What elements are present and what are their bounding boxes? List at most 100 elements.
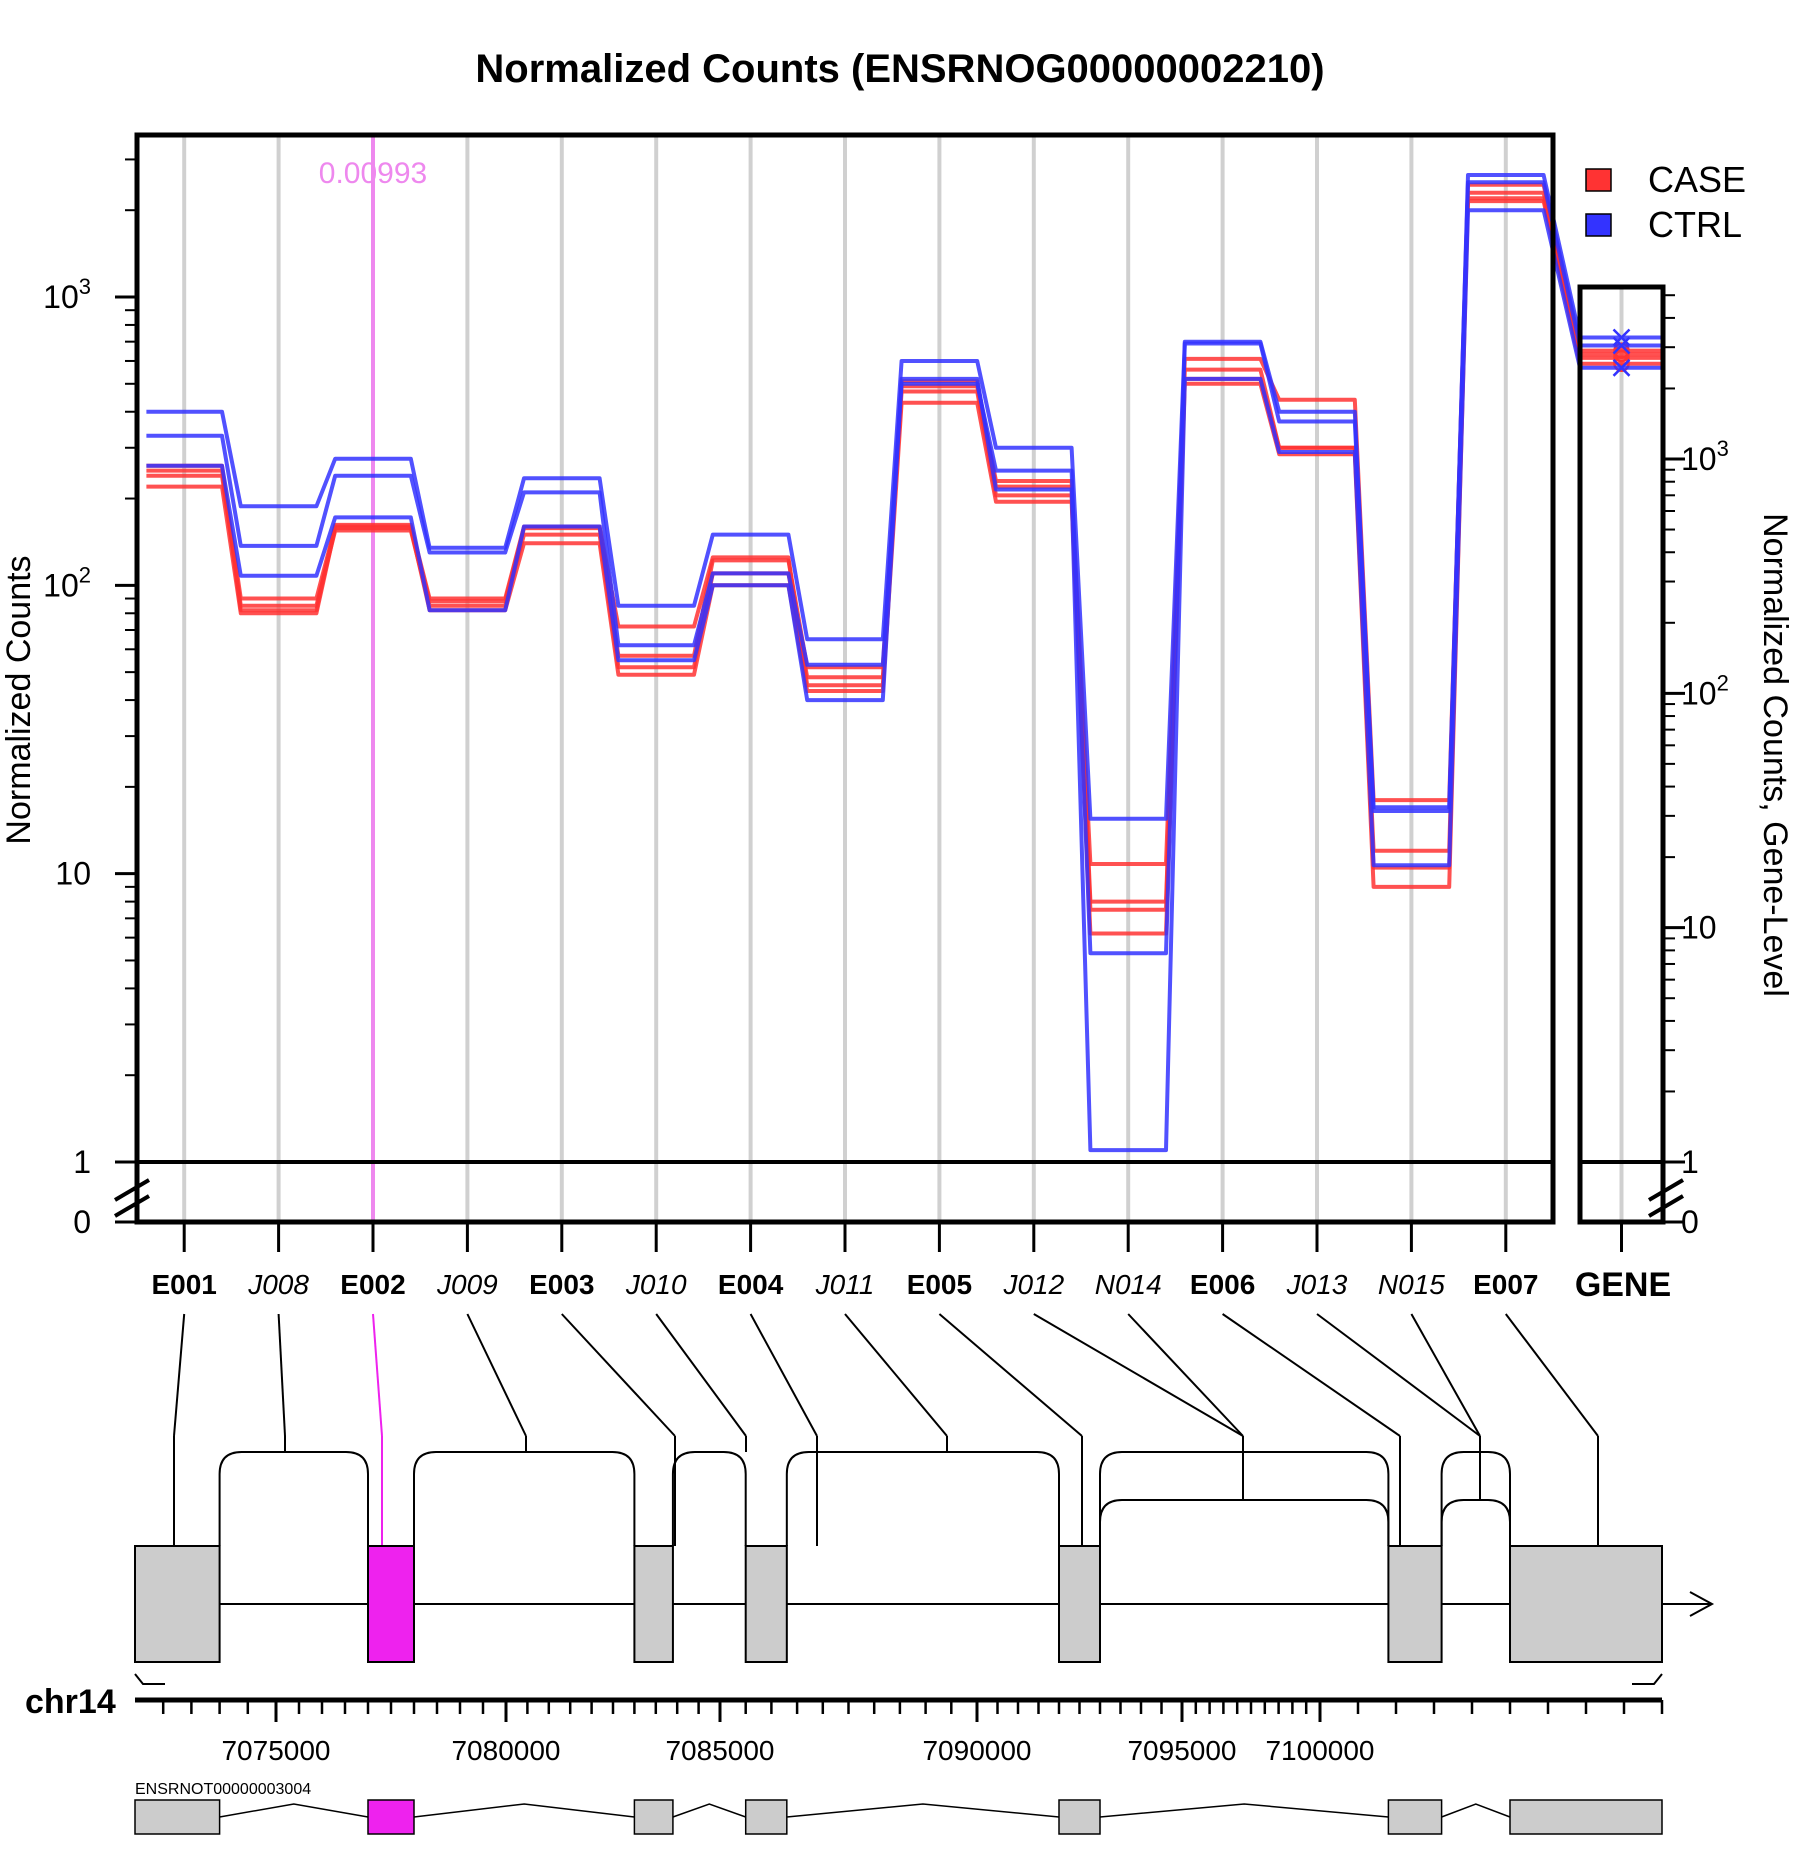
y-axis-label-right: Normalized Counts, Gene-Level xyxy=(1756,513,1794,997)
series-line-case-2 xyxy=(146,190,1582,912)
legend-label-ctrl: CTRL xyxy=(1648,204,1742,245)
junction-arc-j009 xyxy=(413,1451,636,1546)
transcript-exon-e003 xyxy=(633,1799,674,1835)
connector-e001 xyxy=(173,1313,186,1437)
x-tick-label-e006: E006 xyxy=(1190,1269,1255,1300)
x-tick-label-e003: E003 xyxy=(529,1269,594,1300)
junction-arc-j011 xyxy=(785,1451,1060,1546)
junction-arc-j012 xyxy=(1099,1451,1390,1546)
transcript-exon-e006 xyxy=(1387,1799,1443,1835)
exon-box-e007 xyxy=(1509,1545,1663,1663)
gene-y-tick-label-3: 102 xyxy=(1681,670,1729,711)
exon-box-e001 xyxy=(134,1545,221,1663)
connector-j011 xyxy=(844,1313,948,1437)
y-axis-label: Normalized Counts xyxy=(0,555,38,844)
connector-n015 xyxy=(1410,1313,1481,1437)
y-tick-label-4: 103 xyxy=(43,274,91,315)
transcript-exon-e001 xyxy=(134,1799,221,1835)
junction-arc-n014 xyxy=(1099,1499,1390,1546)
highlight: 0.00993 xyxy=(319,135,427,1222)
legend-swatch-case xyxy=(1585,168,1612,192)
connector-e005 xyxy=(938,1313,1083,1437)
series-line-ctrl-6 xyxy=(146,180,1582,956)
exon-box-e005 xyxy=(1058,1545,1101,1663)
x-tick-label-e002: E002 xyxy=(340,1269,405,1300)
x-tick-label-e007: E007 xyxy=(1473,1269,1538,1300)
transcript-intron-6 xyxy=(1441,1803,1511,1818)
x-tick-label-j010: J010 xyxy=(625,1269,687,1300)
chart-title: Normalized Counts (ENSRNOG00000002210) xyxy=(475,47,1324,91)
transcript-intron-3 xyxy=(672,1803,746,1818)
genome-axis: 7075000 7080000 7085000 7090000 7095000 71000… xyxy=(134,1673,1664,1766)
genome-bracket-left xyxy=(134,1673,165,1685)
grid-lines xyxy=(182,135,1624,1222)
gene-label: GENE xyxy=(1575,1266,1671,1304)
series-lines xyxy=(146,173,1663,1153)
gene-y-axis-break xyxy=(1647,1178,1685,1218)
transcript-exon-e002 xyxy=(367,1799,415,1835)
gene-level-marker-5 xyxy=(1612,328,1631,347)
x-tick-label-j008: J008 xyxy=(247,1269,309,1300)
connector-j012 xyxy=(1033,1313,1244,1437)
chromosome-label: chr14 xyxy=(25,1683,116,1721)
x-tick-label-e005: E005 xyxy=(907,1269,972,1300)
axes: 0 1 10 102 103 0 1 10 102 103 E001 J008 E002 J009 E003… xyxy=(43,158,1729,1300)
junction-arc-j013 xyxy=(1440,1451,1511,1546)
gene-level-marker-3 xyxy=(1613,355,1630,372)
genome-tick-label-7095000: 7095000 xyxy=(1127,1735,1236,1766)
connector-n014 xyxy=(1127,1313,1244,1437)
genome-tick-label-7080000: 7080000 xyxy=(451,1735,560,1766)
exon-box-e006 xyxy=(1387,1545,1443,1663)
y-tick-label-1: 1 xyxy=(73,1144,91,1180)
genome-tick-label-7085000: 7085000 xyxy=(665,1735,774,1766)
gene-y-tick-label-4: 103 xyxy=(1681,436,1729,477)
series-line-ctrl-7 xyxy=(146,208,1582,1153)
x-tick-label-n015: N015 xyxy=(1378,1269,1445,1300)
x-tick-label-j011: J011 xyxy=(815,1269,875,1300)
gene-model xyxy=(134,1451,1715,1663)
y-tick-label-2: 10 xyxy=(55,856,91,892)
connector-j009 xyxy=(466,1313,527,1437)
transcript-intron-4 xyxy=(786,1803,1060,1818)
feature-connectors xyxy=(173,1313,1599,1546)
gene-y-tick-label-0: 0 xyxy=(1681,1204,1699,1240)
highlight-pvalue: 0.00993 xyxy=(319,157,427,190)
y-tick-label-3: 102 xyxy=(43,562,91,603)
genome-bracket-right xyxy=(1632,1673,1663,1685)
x-tick-label-e004: E004 xyxy=(718,1269,784,1300)
gene-level-marker-6 xyxy=(1612,336,1631,355)
transcript-label: ENSRNOT00000003004 xyxy=(135,1781,311,1798)
connector-e002 xyxy=(372,1313,383,1437)
x-tick-label-j012: J012 xyxy=(1002,1269,1064,1300)
x-tick-label-n014: N014 xyxy=(1095,1269,1162,1300)
exon-box-e003 xyxy=(633,1545,674,1663)
x-tick-label-j013: J013 xyxy=(1286,1269,1348,1300)
junction-arc-j010 xyxy=(671,1451,747,1546)
genome-tick-label-7075000: 7075000 xyxy=(221,1735,330,1766)
connector-j010 xyxy=(655,1313,747,1437)
transcript-model xyxy=(134,1799,1663,1835)
plot-frame xyxy=(134,132,1666,1225)
x-tick-label-j009: J009 xyxy=(436,1269,498,1300)
transcript-intron-2 xyxy=(413,1803,635,1818)
exon-box-e002 xyxy=(367,1545,415,1663)
transcript-exon-e004 xyxy=(744,1799,788,1835)
exon-box-e004 xyxy=(744,1545,788,1663)
y-axis-break xyxy=(113,1178,151,1218)
gene-y-tick-label-1: 1 xyxy=(1681,1144,1699,1180)
genome-tick-label-7090000: 7090000 xyxy=(922,1735,1031,1766)
transcript-intron-5 xyxy=(1099,1803,1389,1818)
legend-label-case: CASE xyxy=(1648,159,1746,200)
legend-swatch-ctrl xyxy=(1585,213,1612,237)
transcript-intron-1 xyxy=(219,1803,369,1818)
connector-e006 xyxy=(1222,1313,1401,1437)
junction-arc-n015 xyxy=(1440,1499,1511,1546)
y-tick-label-0: 0 xyxy=(73,1204,91,1240)
connector-e004 xyxy=(749,1313,818,1437)
series-line-case-3 xyxy=(146,199,1582,936)
x-tick-label-e001: E001 xyxy=(151,1269,216,1300)
junction-arc-j008 xyxy=(218,1451,369,1546)
gene-y-tick-label-2: 10 xyxy=(1681,910,1717,946)
